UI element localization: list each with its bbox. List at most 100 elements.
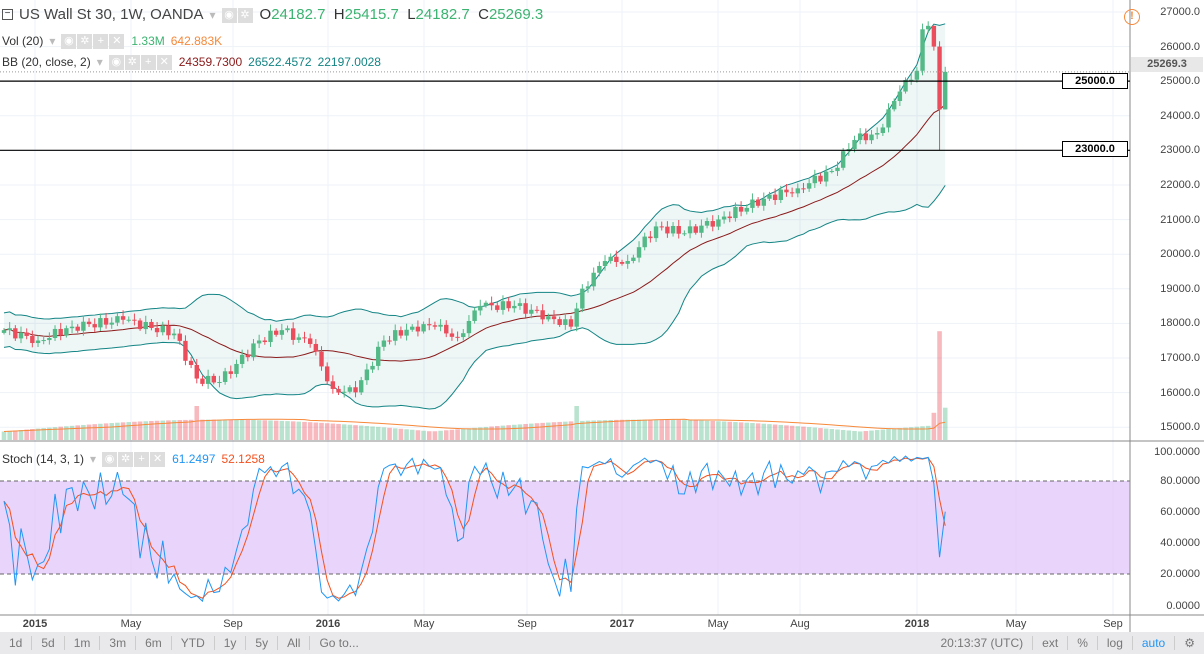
bb-label[interactable]: BB (20, close, 2) [2,55,91,69]
close-icon[interactable]: ✕ [156,55,172,70]
collapse-icon[interactable]: − [2,9,13,20]
log-toggle[interactable]: log [1098,636,1133,650]
candle-body [35,340,41,344]
volume-bar [285,421,290,440]
volume-bar [897,428,903,440]
volume-bar [494,426,500,440]
hline-price-label[interactable]: 23000.0 [1062,141,1128,157]
candle-body [143,321,148,330]
bb-lower-line [3,185,946,410]
volume-bar [188,419,194,440]
range-1m[interactable]: 1m [65,636,101,650]
eye-icon[interactable]: ◉ [61,34,77,49]
range-5y[interactable]: 5y [246,636,279,650]
gear-icon[interactable]: ✲ [237,7,253,23]
candle-body [721,216,727,220]
eye-icon[interactable]: ◉ [221,7,237,23]
candle-body [444,324,449,334]
plus-icon[interactable]: + [93,34,109,49]
volume-bar [648,419,653,440]
candle-body [239,354,245,364]
volume-bar [160,420,166,440]
stoch-axis-label: 100.0000 [1154,446,1200,458]
range-all[interactable]: All [278,636,311,650]
settings-gear-icon[interactable]: ⚙ [1184,636,1195,650]
close-icon[interactable]: ✕ [150,452,166,467]
volume-bar [574,406,579,440]
volume-bar [35,428,41,440]
candle-body [273,330,279,335]
volume-bar [330,423,336,440]
candle-body [466,320,472,334]
price-axis-label: 23000.0 [1160,144,1200,157]
alert-icon[interactable]: ! [1124,9,1140,25]
range-3m[interactable]: 3m [100,636,137,650]
stoch-label[interactable]: Stoch (14, 3, 1) [2,452,85,466]
candle-body [302,337,307,339]
candle-body [52,328,58,339]
time-axis-label: 2017 [609,618,635,630]
range-5d[interactable]: 5d [32,636,65,650]
dropdown-icon[interactable]: ▾ [90,452,97,466]
price-axis-label: 17000.0 [1160,352,1200,364]
close-icon[interactable]: ✕ [109,34,125,49]
open-value: 24182.7 [271,6,326,23]
range-1y[interactable]: 1y [215,636,247,650]
candle-body [75,326,80,331]
candle-body [381,340,387,347]
volume-bar [126,422,132,440]
volume-bar [529,423,534,440]
stoch-axis-label: 40.0000 [1160,537,1200,549]
time-axis-label: Sep [1103,618,1123,630]
percent-toggle[interactable]: % [1068,636,1098,650]
volume-bar [103,423,109,440]
volume-legend: Vol (20) ▾ ◉ ✲ + ✕ 1.33M 642.883K [2,33,222,49]
symbol-title[interactable]: US Wall St 30, 1W, OANDA [19,6,204,23]
stoch-axis-label: 80.0000 [1160,475,1200,487]
candle-body [540,310,545,320]
dropdown-icon[interactable]: ▾ [209,7,216,22]
candle-body [699,225,704,233]
candle-body [256,340,262,344]
gear-icon[interactable]: ✲ [77,34,93,49]
volume-bar [211,419,217,440]
volume-bar [755,423,761,440]
ext-toggle[interactable]: ext [1033,636,1069,650]
plus-icon[interactable]: + [140,55,156,70]
candle-body [251,343,256,358]
candle-body [914,70,920,80]
range-6m[interactable]: 6m [136,636,172,650]
dropdown-icon[interactable]: ▾ [96,55,103,69]
eye-icon[interactable]: ◉ [102,452,118,467]
hline-price-label[interactable]: 25000.0 [1062,73,1128,89]
dropdown-icon[interactable]: ▾ [49,34,56,48]
candle-body [109,322,114,325]
candle-body [789,192,795,194]
plus-icon[interactable]: + [134,452,150,467]
volume-bar [324,423,330,440]
candle-body [427,324,432,326]
volume-bar [245,419,251,440]
volume-label[interactable]: Vol (20) [2,34,44,48]
goto-button[interactable]: Go to... [319,636,359,650]
volume-bar [86,424,92,440]
volume-bar [98,423,103,440]
candle-body [455,336,460,338]
auto-toggle[interactable]: auto [1133,636,1176,650]
gear-icon[interactable]: ✲ [118,452,134,467]
candle-body [449,333,455,337]
stoch-axis-label: 60.0000 [1160,506,1200,518]
range-ytd[interactable]: YTD [172,636,215,650]
eye-icon[interactable]: ◉ [108,55,124,70]
candle-body [568,319,574,327]
candle-body [682,233,687,235]
volume-bar [398,428,404,440]
volume-bar [336,423,341,440]
candle-body [704,221,710,226]
candle-body [359,380,364,393]
range-1d[interactable]: 1d [0,636,33,650]
volume-bar [835,429,840,440]
bb-basis-value: 24359.7300 [178,55,243,69]
gear-icon[interactable]: ✲ [124,55,140,70]
